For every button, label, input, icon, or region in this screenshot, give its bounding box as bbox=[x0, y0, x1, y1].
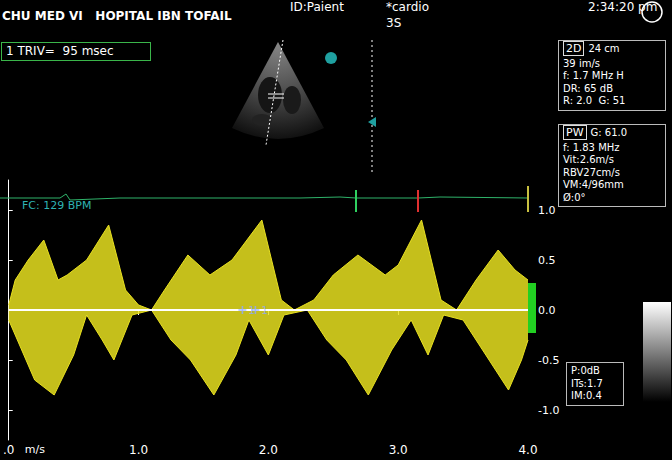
svg-text:0.0: 0.0 bbox=[538, 304, 556, 317]
html-text:3S: 3S bbox=[386, 16, 402, 30]
html-text:Vit:2.6m/s: Vit:2.6m/s bbox=[563, 154, 614, 165]
html-text:FC: 129 BPM: FC: 129 BPM bbox=[22, 199, 92, 212]
html-text:Ø:0°: Ø:0° bbox=[563, 191, 586, 203]
svg-text:-1.0: -1.0 bbox=[538, 404, 559, 417]
html-text:DR: 65 dB: DR: 65 dB bbox=[563, 82, 613, 94]
html-text:39 im/s: 39 im/s bbox=[563, 57, 600, 69]
svg-text:3.0: 3.0 bbox=[389, 443, 408, 457]
html-text:2:34:20 pm: 2:34:20 pm bbox=[588, 0, 658, 14]
svg-text:-0.5: -0.5 bbox=[538, 354, 559, 367]
svg-text:1.0: 1.0 bbox=[129, 443, 148, 457]
html-text:PW: PW bbox=[566, 126, 584, 139]
svg-text:1.0: 1.0 bbox=[538, 204, 556, 217]
html-text:1 TRIV= 95 msec: 1 TRIV= 95 msec bbox=[6, 44, 114, 58]
html-text:f: 1.7 MHz H: f: 1.7 MHz H bbox=[563, 70, 624, 81]
svg-text:m/s: m/s bbox=[25, 443, 45, 456]
html-text:2D: 2D bbox=[566, 42, 582, 55]
html-text:CHU MED VI HOPITAL IBN TOFAIL: CHU MED VI HOPITAL IBN TOFAIL bbox=[2, 9, 232, 23]
svg-text:1: 1 bbox=[248, 305, 254, 316]
html-text:RBV27cm/s: RBV27cm/s bbox=[563, 166, 620, 178]
svg-text:.0: .0 bbox=[3, 443, 14, 457]
svg-text:1: 1 bbox=[261, 305, 267, 316]
html-text:IM:0.4: IM:0.4 bbox=[571, 390, 602, 401]
html-text:P:0dB: P:0dB bbox=[571, 365, 600, 376]
html-text:VM:4/96mm: VM:4/96mm bbox=[563, 179, 624, 190]
svg-text:2.0: 2.0 bbox=[259, 443, 278, 457]
svg-text:4.0: 4.0 bbox=[518, 443, 537, 457]
html-text:ID:Paient: ID:Paient bbox=[290, 0, 344, 14]
svg-text:0.5: 0.5 bbox=[538, 254, 556, 267]
html-text:24 cm: 24 cm bbox=[588, 43, 620, 54]
html-text:R: 2.0 G: 51: R: 2.0 G: 51 bbox=[563, 95, 626, 106]
html-text:f: 1.83 MHz: f: 1.83 MHz bbox=[563, 141, 620, 153]
html-text:ITs:1.7: ITs:1.7 bbox=[571, 377, 603, 389]
html-text:*cardio: *cardio bbox=[386, 0, 429, 14]
html-text:G: 61.0: G: 61.0 bbox=[590, 127, 628, 138]
